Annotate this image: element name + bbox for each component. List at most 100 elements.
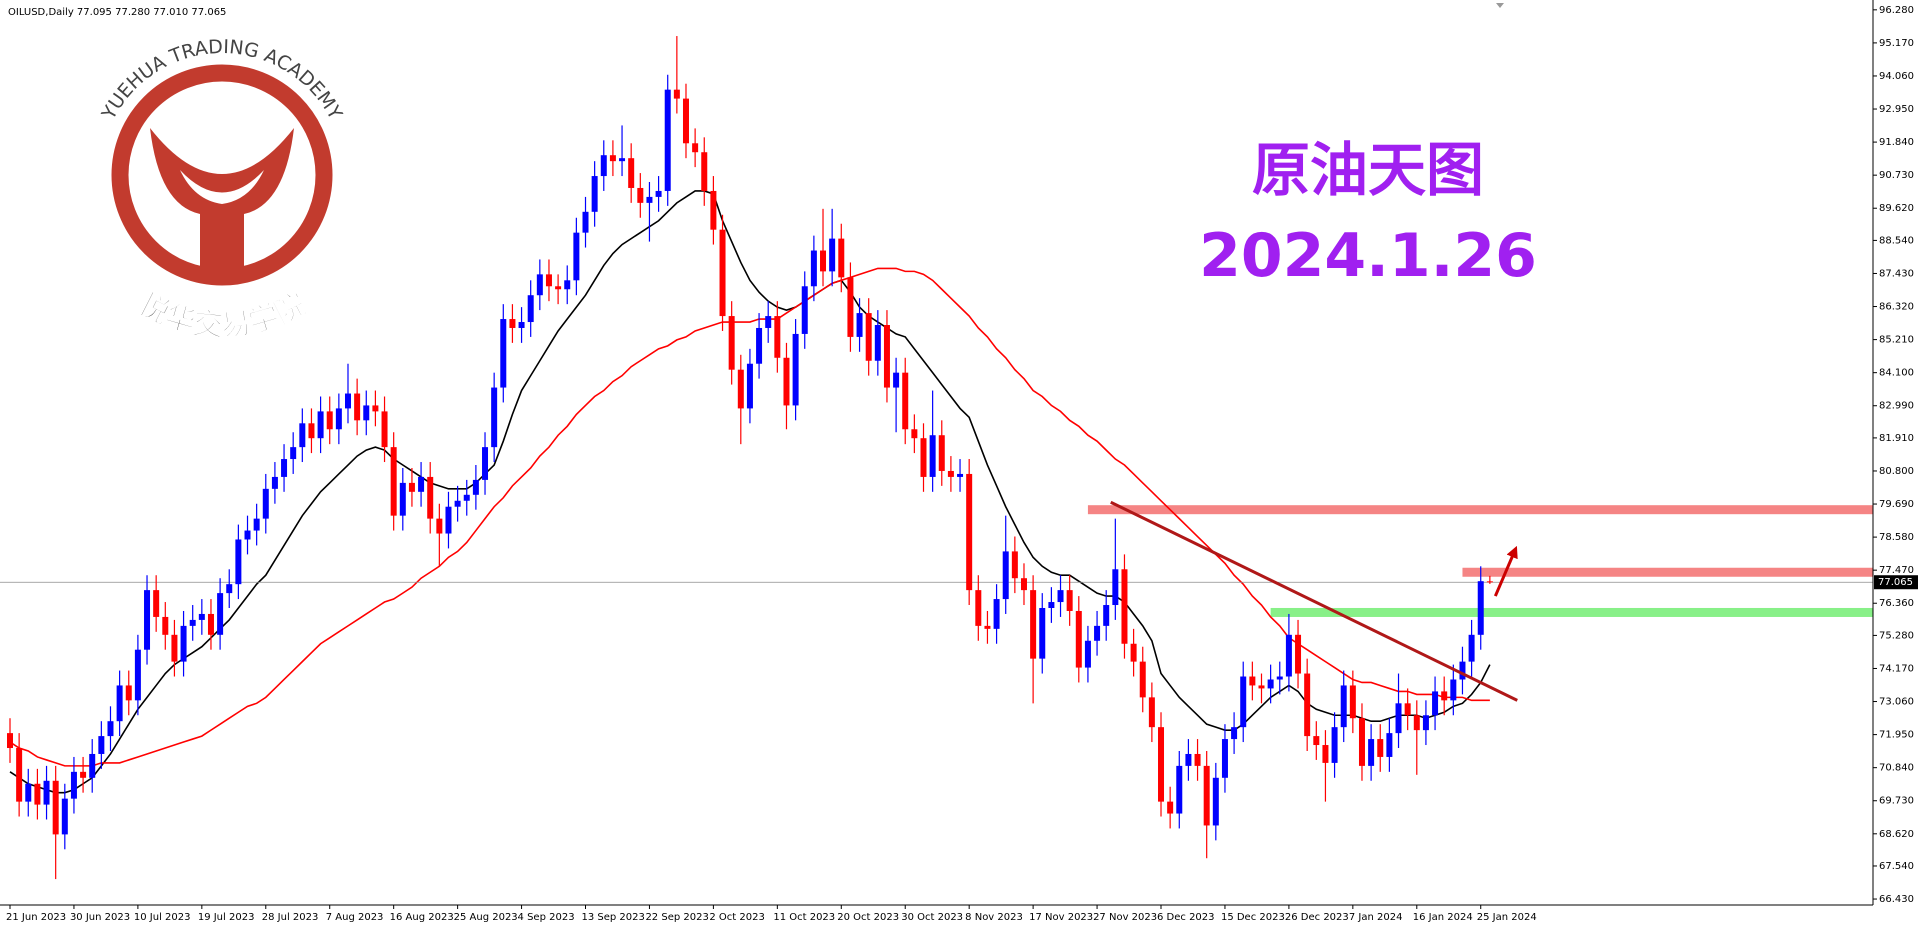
candle-body: [226, 584, 233, 594]
watermark-title: 原油天图: [1252, 136, 1484, 204]
watermark-date: 2024.1.26: [1199, 221, 1537, 291]
y-tick-label: 87.430: [1879, 268, 1914, 279]
y-tick-label: 92.950: [1879, 104, 1914, 115]
candle-body: [710, 190, 717, 230]
candle-body: [98, 736, 105, 754]
candle-body: [281, 459, 288, 477]
candle-body: [1322, 745, 1329, 763]
candle-body: [984, 625, 991, 629]
candle-body: [847, 277, 854, 337]
candle-body: [1075, 610, 1082, 668]
candle-body: [25, 783, 32, 802]
arrow: [1493, 545, 1518, 597]
candle-body: [1285, 634, 1292, 677]
candle-body: [957, 473, 964, 477]
candle-body: [253, 518, 260, 531]
candle-body: [1057, 590, 1064, 603]
candle-body: [646, 196, 653, 203]
candle-body: [1066, 590, 1073, 611]
x-tick-label: 21 Jun 2023: [6, 912, 66, 923]
candle-body: [399, 482, 406, 516]
y-tick-label: 94.060: [1879, 71, 1914, 82]
x-tick-label: 26 Dec 2023: [1285, 912, 1349, 923]
candle-body: [609, 155, 616, 162]
x-tick-label: 22 Sep 2023: [645, 912, 708, 923]
candle-body: [1304, 673, 1311, 737]
candle-body: [1295, 634, 1302, 674]
candle-body: [418, 476, 425, 492]
candle-body: [1030, 590, 1037, 659]
candle-body: [116, 685, 123, 722]
candle-body: [445, 506, 452, 534]
logo: YUEHUA TRADING ACADEMY 悦华交易学院: [97, 36, 346, 344]
candle-body: [189, 619, 196, 626]
candle-body: [947, 470, 954, 477]
candle-body: [1231, 727, 1238, 740]
x-tick-label: 6 Dec 2023: [1157, 912, 1215, 923]
y-tick-label: 75.280: [1879, 630, 1914, 641]
trendline: [1110, 500, 1518, 702]
y-tick-label: 95.170: [1879, 38, 1914, 49]
candle-body: [1477, 581, 1484, 635]
candle-body: [518, 322, 525, 328]
x-tick-label: 7 Aug 2023: [326, 912, 384, 923]
candle-body: [80, 771, 87, 778]
candle-body: [619, 158, 626, 162]
candle-body: [1450, 679, 1457, 701]
candle-body: [664, 89, 671, 191]
candle-body: [856, 313, 863, 337]
candle-body: [244, 530, 251, 540]
x-tick-label: 25 Aug 2023: [454, 912, 518, 923]
candle-body: [171, 634, 178, 662]
candle-body: [262, 488, 269, 519]
candle-body: [756, 327, 763, 364]
x-tick-label: 15 Dec 2023: [1221, 912, 1285, 923]
y-tick-label: 68.620: [1879, 829, 1914, 840]
candle-body: [1404, 703, 1411, 716]
x-tick-label: 10 Jul 2023: [134, 912, 191, 923]
candle-body: [1486, 581, 1493, 583]
candle-body: [719, 229, 726, 317]
y-tick-label: 91.840: [1879, 137, 1914, 148]
candle-body: [198, 613, 205, 620]
x-tick-label: 13 Sep 2023: [582, 912, 645, 923]
candle-body: [144, 590, 151, 650]
candle-body: [125, 685, 132, 701]
x-tick-label: 27 Nov 2023: [1093, 912, 1157, 923]
y-tick-label: 66.430: [1879, 894, 1914, 905]
y-tick-label: 81.910: [1879, 433, 1914, 444]
x-tick-label: 19 Jul 2023: [198, 912, 255, 923]
candle-body: [591, 176, 598, 212]
candle-body: [1267, 679, 1274, 689]
candle-body: [335, 408, 342, 430]
candle-body: [1358, 718, 1365, 766]
candle-body: [1249, 676, 1256, 686]
candle-body: [655, 190, 662, 197]
candle-body: [1103, 605, 1110, 626]
candle-body: [801, 286, 808, 334]
candle-body: [1139, 661, 1146, 698]
candle-body: [235, 539, 242, 585]
candle-body: [70, 771, 77, 799]
y-tick-label: 86.320: [1879, 302, 1914, 313]
candle-body: [509, 319, 516, 328]
candle-body: [436, 518, 443, 534]
candle-body: [52, 780, 59, 835]
x-tick-label: 30 Jun 2023: [70, 912, 130, 923]
candle-body: [1258, 685, 1265, 689]
price-tag-label: 77.065: [1878, 577, 1913, 588]
candle-body: [43, 780, 50, 805]
candle-body: [1221, 739, 1228, 778]
y-tick-label: 85.210: [1879, 335, 1914, 346]
candle-body: [500, 319, 507, 388]
candle-body: [454, 500, 461, 507]
candle-body: [746, 363, 753, 409]
candle-body: [1158, 727, 1165, 802]
candle-body: [1048, 602, 1055, 609]
candle-body: [810, 250, 817, 287]
y-tick-label: 73.060: [1879, 697, 1914, 708]
candle-body: [299, 423, 306, 448]
candle-body: [682, 98, 689, 144]
candle-body: [701, 152, 708, 191]
